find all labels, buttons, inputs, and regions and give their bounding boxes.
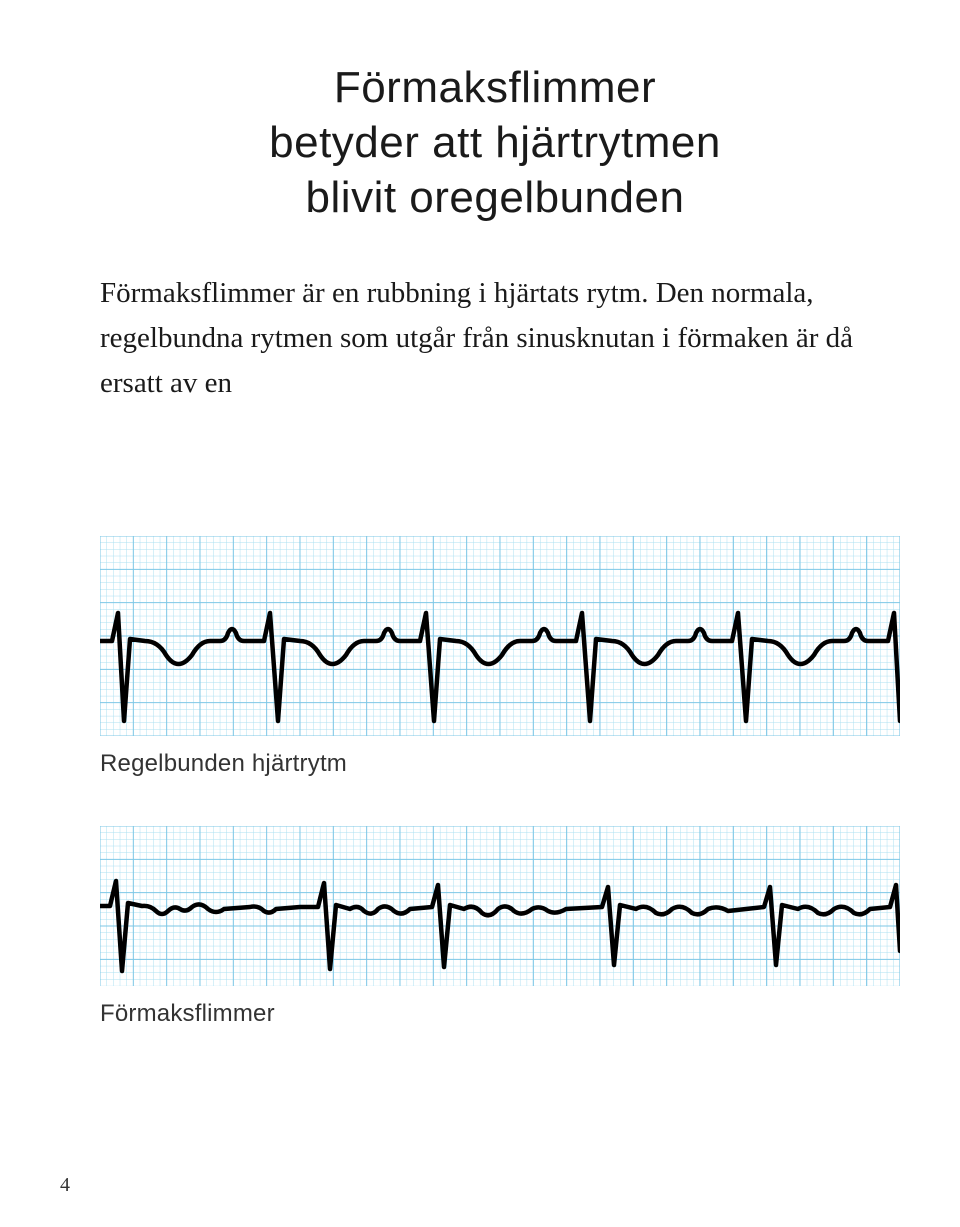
title-line2: betyder att hjärtrytmen: [100, 115, 890, 170]
page-title: Förmaksflimmer betyder att hjärtrytmen b…: [100, 60, 890, 225]
page-number: 4: [60, 1174, 70, 1197]
body-paragraph: Förmaksflimmer är en rubbning i hjärtats…: [100, 271, 890, 406]
ecg-regular-caption: Regelbunden hjärtrytm: [100, 750, 890, 778]
title-line1: Förmaksflimmer: [100, 60, 890, 115]
ecg-afib-chart: [100, 826, 900, 986]
title-line3: blivit oregelbunden: [100, 170, 890, 225]
ecg-regular-block: Regelbunden hjärtrytm: [100, 536, 890, 778]
ecg-afib-block: Förmaksflimmer: [100, 826, 890, 1028]
ecg-afib-caption: Förmaksflimmer: [100, 1000, 890, 1028]
ecg-regular-chart: [100, 536, 900, 736]
